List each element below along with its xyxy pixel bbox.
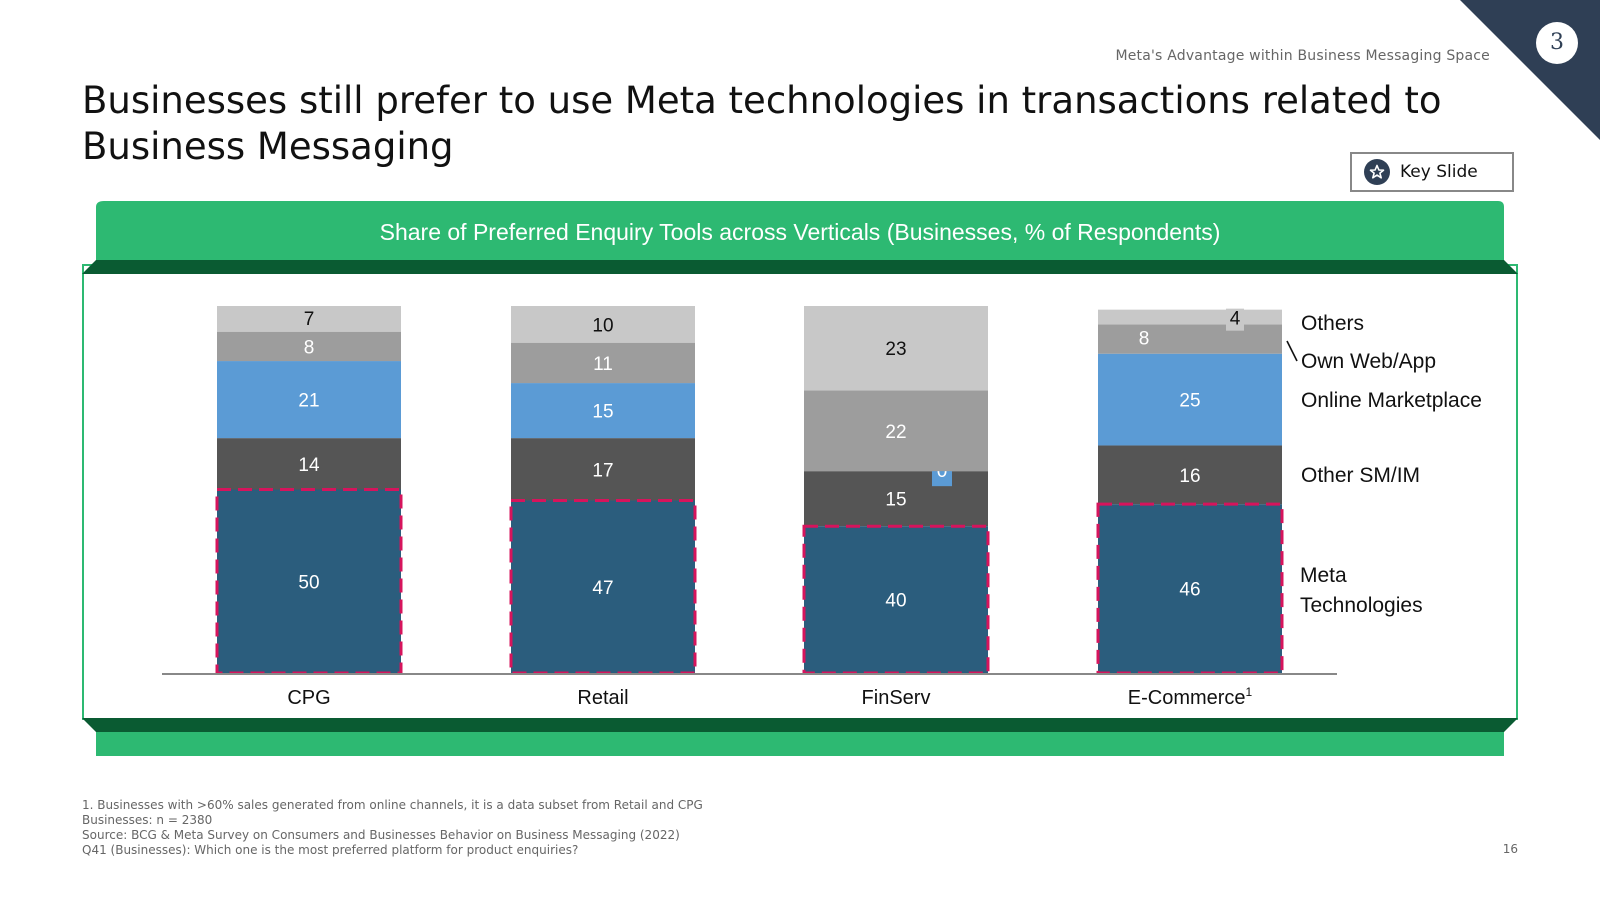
footnotes: 1. Businesses with >60% sales generated … (82, 798, 703, 858)
value-label-other-sm-im: 14 (298, 455, 320, 476)
section-label: Meta's Advantage within Business Messagi… (1115, 48, 1490, 64)
bottom-green-bar (96, 732, 1504, 756)
value-label-online-marketplace: 21 (298, 391, 319, 412)
key-slide-label: Key Slide (1400, 162, 1478, 182)
bar-other-sm-im-e-commerce (1098, 445, 1282, 505)
bar-other-sm-im-cpg (217, 438, 401, 490)
footnote-line: Businesses: n = 2380 (82, 813, 213, 827)
page-number-badge: 3 (1536, 22, 1578, 64)
bar-others-e-commerce (1098, 309, 1282, 325)
star-icon (1364, 159, 1390, 185)
bar-others-cpg (217, 306, 401, 332)
value-label-others: 23 (885, 339, 906, 360)
value-label-meta-technologies: 50 (298, 572, 319, 593)
value-label-other-sm-im: 15 (885, 490, 906, 511)
bar-other-sm-im-retail (511, 438, 695, 501)
category-label-retail: Retail (577, 687, 628, 709)
bar-own-web-app-finserv (804, 390, 988, 472)
value-label-own-web-app: 22 (885, 422, 906, 443)
legend-label-other-sm-im: Other SM/IM (1301, 464, 1420, 487)
highlight-box-meta (215, 488, 403, 675)
bar-online-marketplace-cpg (217, 361, 401, 439)
bar-other-sm-im-finserv (804, 471, 988, 527)
value-label-others: 7 (304, 309, 315, 330)
category-label-cpg: CPG (287, 687, 330, 709)
panel-top-band (82, 260, 1518, 274)
footnote-line: Source: BCG & Meta Survey on Consumers a… (82, 828, 680, 842)
value-label-meta-technologies: 47 (592, 578, 613, 599)
legend-label-own-web-app: Own Web/App (1301, 350, 1436, 373)
footnote-line: 1. Businesses with >60% sales generated … (82, 798, 703, 812)
key-slide-badge: Key Slide (1350, 152, 1514, 192)
value-label-other-sm-im: 16 (1179, 466, 1200, 487)
page-title: Businesses still prefer to use Meta tech… (82, 79, 1442, 168)
category-label-finserv: FinServ (862, 687, 931, 709)
value-label-own-web-app: 8 (1139, 328, 1150, 349)
value-label-online-marketplace: 25 (1179, 391, 1200, 412)
bar-meta-technologies-retail (511, 500, 695, 673)
legend-label-online-marketplace: Online Marketplace (1301, 389, 1482, 412)
bar-online-marketplace-e-commerce (1098, 353, 1282, 446)
value-label-meta-technologies: 46 (1179, 580, 1200, 601)
slide-number: 16 (1502, 842, 1518, 856)
chart-banner (96, 201, 1504, 260)
value-label-own-web-app: 8 (304, 337, 315, 358)
bar-online-marketplace-retail (511, 383, 695, 439)
value-label-others: 4 (1230, 309, 1241, 330)
bar-meta-technologies-cpg (217, 489, 401, 673)
legend-label-meta-technologies: Meta Technologies (1300, 564, 1423, 617)
legend-label-others: Others (1301, 312, 1364, 335)
value-label-others: 10 (592, 315, 613, 336)
bar-meta-technologies-finserv (804, 526, 988, 673)
bar-others-finserv (804, 306, 988, 391)
value-label-meta-technologies: 40 (885, 591, 906, 612)
category-label-e-commerce: E-Commerce1 (1128, 685, 1253, 709)
value-label-box (1226, 308, 1244, 331)
chart-title: Share of Preferred Enquiry Tools across … (380, 219, 1221, 245)
value-label-other-sm-im: 17 (592, 460, 613, 481)
bar-own-web-app-cpg (217, 331, 401, 362)
value-label-online-marketplace: 0 (937, 461, 948, 482)
own-web-app-leader-line (1286, 340, 1298, 362)
bar-meta-technologies-e-commerce (1098, 504, 1282, 673)
bar-own-web-app-retail (511, 342, 695, 384)
bar-others-retail (511, 306, 695, 343)
value-label-online-marketplace: 15 (592, 402, 613, 423)
bar-own-web-app-e-commerce (1098, 324, 1282, 354)
footnote-line: Q41 (Businesses): Which one is the most … (82, 843, 579, 857)
value-label-own-web-app: 11 (593, 354, 613, 375)
panel-bottom-band (82, 718, 1518, 732)
